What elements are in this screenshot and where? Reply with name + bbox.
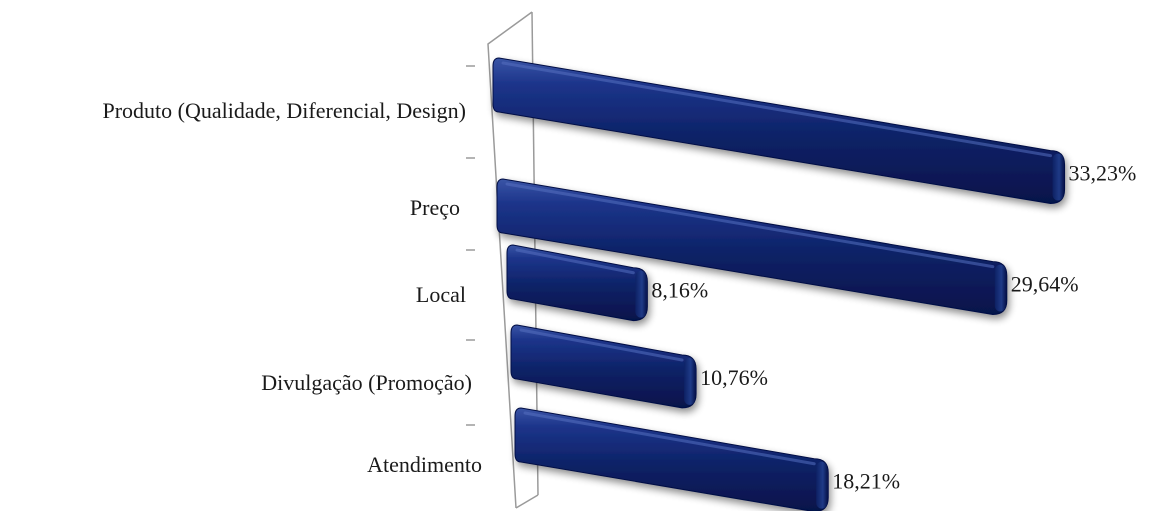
bar-body [492,57,1066,205]
axis-front-line [487,11,533,509]
bar-end-cap [1052,153,1064,201]
bar-end-cap [994,264,1006,312]
bar-highlight [519,328,684,362]
category-tick-label: Local [416,282,466,307]
bar [514,407,829,511]
data-label: 10,76% [700,365,768,390]
bar [510,324,697,409]
axis-base-line [515,494,539,509]
bar-highlight [501,61,1053,158]
bar-body [506,244,648,322]
data-label: 29,64% [1011,272,1079,297]
bar [496,178,1008,316]
bar-highlight [523,411,816,466]
bar-body [514,407,829,511]
category-tick-label: Produto (Qualidade, Diferencial, Design) [103,98,467,123]
bar-highlight [505,182,995,269]
data-label: 8,16% [651,278,708,303]
data-label: 33,23% [1069,161,1137,186]
bar [492,57,1066,205]
category-tick-label: Preço [410,195,460,220]
data-label: 18,21% [832,469,900,494]
bar-end-cap [816,461,828,509]
bar [506,244,648,322]
bar-body [510,324,697,409]
bar-end-cap [684,357,696,405]
category-tick-label: Atendimento [367,452,482,477]
category-tick-label: Divulgação (Promoção) [261,370,472,395]
bar-highlight [515,248,635,275]
bar-end-cap [635,270,647,318]
